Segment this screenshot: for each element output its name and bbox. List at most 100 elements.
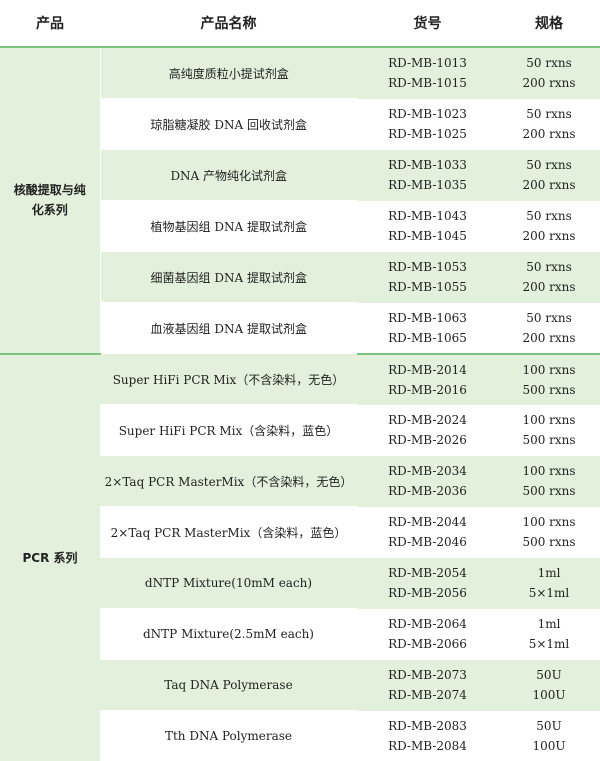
product-spec: 50 rxns	[526, 158, 572, 172]
product-code-cell: RD-MB-2064 RD-MB-2066	[357, 608, 498, 660]
category-cell: PCR 系列	[0, 352, 100, 761]
product-code: RD-MB-2036	[388, 484, 467, 498]
product-name: dNTP Mixture(10mM each)	[100, 557, 357, 609]
product-spec: 100 rxns	[522, 413, 576, 427]
product-code-cell: RD-MB-1023 RD-MB-1025	[357, 98, 498, 150]
product-code: RD-MB-1043	[388, 209, 467, 223]
product-spec: 1ml	[537, 617, 561, 631]
table-row: 琼脂糖凝胶 DNA 回收试剂盒 RD-MB-1023 RD-MB-1025 50 rx…	[0, 98, 600, 150]
product-code: RD-MB-1065	[388, 330, 467, 345]
header-product-name: 产品名称	[100, 0, 357, 48]
product-code-cell: RD-MB-2024 RD-MB-2026	[357, 404, 498, 456]
product-spec: 500 rxns	[522, 484, 576, 498]
product-spec: 500 rxns	[522, 535, 576, 549]
product-code: RD-MB-2084	[388, 738, 467, 753]
product-code: RD-MB-2054	[388, 566, 467, 580]
product-code: RD-MB-1045	[388, 229, 467, 243]
product-name: DNA 产物纯化试剂盒	[100, 149, 357, 201]
category-label: 核酸提取与纯	[13, 183, 86, 198]
table-row: 核酸提取与纯 化系列 高纯度质粒小提试剂盒 RD-MB-1013 RD-MB-1015 5…	[0, 46, 600, 354]
header-category: 产品	[0, 0, 100, 48]
product-spec-cell: 50U 100U	[498, 659, 600, 711]
product-code: RD-MB-2074	[388, 688, 467, 702]
product-spec: 200 rxns	[522, 76, 576, 91]
table-row: PCR 系列 Super HiFi PCR Mix（不含染料，无色） RD-MB-2…	[0, 352, 600, 761]
header-row: 产品 产品名称 货号 规格	[0, 0, 600, 48]
product-code: RD-MB-2034	[388, 464, 467, 478]
product-spec: 1ml	[537, 566, 561, 580]
product-spec: 200 rxns	[522, 280, 576, 294]
product-code: RD-MB-1055	[388, 280, 467, 294]
product-name: 2×Taq PCR MasterMix（含染料，蓝色）	[100, 506, 357, 558]
product-spec-cell: 50 rxns 200 rxns	[498, 251, 600, 303]
category-label-line2: 化系列	[31, 203, 68, 218]
product-name: 细菌基因组 DNA 提取试剂盒	[100, 251, 357, 303]
product-code-cell: RD-MB-2014 RD-MB-2016	[357, 352, 498, 405]
product-spec: 50 rxns	[526, 260, 572, 274]
product-code-cell: RD-MB-1053 RD-MB-1055	[357, 251, 498, 303]
table-row: 2×Taq PCR MasterMix（不含染料，无色） RD-MB-2034 RD…	[0, 455, 600, 507]
product-spec: 5×1ml	[528, 586, 570, 600]
product-spec-cell: 50 rxns 200 rxns	[498, 302, 600, 354]
product-spec-cell: 50 rxns 200 rxns	[498, 47, 600, 99]
product-code: RD-MB-2066	[388, 637, 467, 651]
product-code: RD-MB-1063	[388, 310, 467, 325]
category-label: PCR 系列	[22, 550, 78, 565]
product-spec-cell: 100 rxns 500 rxns	[498, 404, 600, 456]
product-spec: 200 rxns	[522, 178, 576, 192]
category-cell: 核酸提取与纯 化系列	[0, 47, 101, 354]
product-spec: 100U	[532, 688, 566, 702]
product-spec: 500 rxns	[522, 382, 576, 397]
product-code: RD-MB-1025	[388, 127, 467, 141]
product-spec: 100 rxns	[522, 362, 576, 377]
table-row: 血液基因组 DNA 提取试剂盒 RD-MB-1063 RD-MB-1065 50 rx…	[0, 302, 600, 354]
product-name: 植物基因组 DNA 提取试剂盒	[100, 200, 357, 252]
product-code: RD-MB-1033	[388, 158, 467, 172]
product-spec: 50 rxns	[526, 56, 572, 71]
product-name: Tth DNA Polymerase	[100, 710, 357, 761]
product-spec: 5×1ml	[528, 637, 570, 651]
table-row: dNTP Mixture(10mM each) RD-MB-2054 RD-MB-2…	[0, 557, 600, 609]
product-spec: 100U	[532, 738, 566, 753]
product-code-cell: RD-MB-1043 RD-MB-1045	[357, 200, 498, 252]
product-spec-cell: 50 rxns 200 rxns	[498, 98, 600, 150]
product-spec-cell: 1ml 5×1ml	[498, 608, 600, 660]
product-code-cell: RD-MB-2083 RD-MB-2084	[357, 710, 498, 761]
table-row: Super HiFi PCR Mix（含染料，蓝色） RD-MB-2024 RD-M…	[0, 404, 600, 456]
product-code-cell: RD-MB-1013 RD-MB-1015	[357, 47, 498, 99]
product-name: Super HiFi PCR Mix（含染料，蓝色）	[100, 404, 357, 456]
product-name: 琼脂糖凝胶 DNA 回收试剂盒	[100, 98, 357, 150]
table-row: 细菌基因组 DNA 提取试剂盒 RD-MB-1053 RD-MB-1055 50 rx…	[0, 251, 600, 303]
product-code-cell: RD-MB-1063 RD-MB-1065	[357, 302, 498, 354]
product-code: RD-MB-2026	[388, 433, 467, 447]
product-code-cell: RD-MB-2044 RD-MB-2046	[357, 506, 498, 558]
product-code: RD-MB-2056	[388, 586, 467, 600]
product-name: Super HiFi PCR Mix（不含染料，无色）	[100, 353, 357, 405]
product-name: 高纯度质粒小提试剂盒	[100, 46, 357, 99]
product-code: RD-MB-2014	[388, 362, 467, 377]
product-spec-cell: 50 rxns 200 rxns	[498, 149, 600, 201]
header-code: 货号	[357, 0, 498, 48]
product-name: 2×Taq PCR MasterMix（不含染料，无色）	[100, 455, 357, 507]
table-row: 植物基因组 DNA 提取试剂盒 RD-MB-1043 RD-MB-1045 50 rx…	[0, 200, 600, 252]
product-spec: 50U	[536, 718, 562, 733]
product-spec-cell: 100 rxns 500 rxns	[498, 352, 600, 405]
product-name: dNTP Mixture(2.5mM each)	[100, 608, 357, 660]
table-row: DNA 产物纯化试剂盒 RD-MB-1033 RD-MB-1035 50 rxns 20…	[0, 149, 600, 201]
product-code-cell: RD-MB-2034 RD-MB-2036	[357, 455, 498, 507]
table-row: dNTP Mixture(2.5mM each) RD-MB-2064 RD-MB-…	[0, 608, 600, 660]
product-code: RD-MB-1015	[388, 76, 467, 91]
product-code: RD-MB-2046	[388, 535, 467, 549]
product-name: Taq DNA Polymerase	[100, 659, 357, 711]
product-code-cell: RD-MB-2054 RD-MB-2056	[357, 557, 498, 609]
product-spec: 50 rxns	[526, 107, 572, 121]
product-code: RD-MB-1023	[388, 107, 467, 121]
header-spec: 规格	[498, 0, 600, 48]
product-code: RD-MB-2044	[388, 515, 467, 529]
product-code: RD-MB-2073	[388, 668, 467, 682]
product-spec-cell: 100 rxns 500 rxns	[498, 506, 600, 558]
table-row: 2×Taq PCR MasterMix（含染料，蓝色） RD-MB-2044 RD-…	[0, 506, 600, 558]
product-spec-cell: 100 rxns 500 rxns	[498, 455, 600, 507]
product-spec: 50 rxns	[526, 209, 572, 223]
